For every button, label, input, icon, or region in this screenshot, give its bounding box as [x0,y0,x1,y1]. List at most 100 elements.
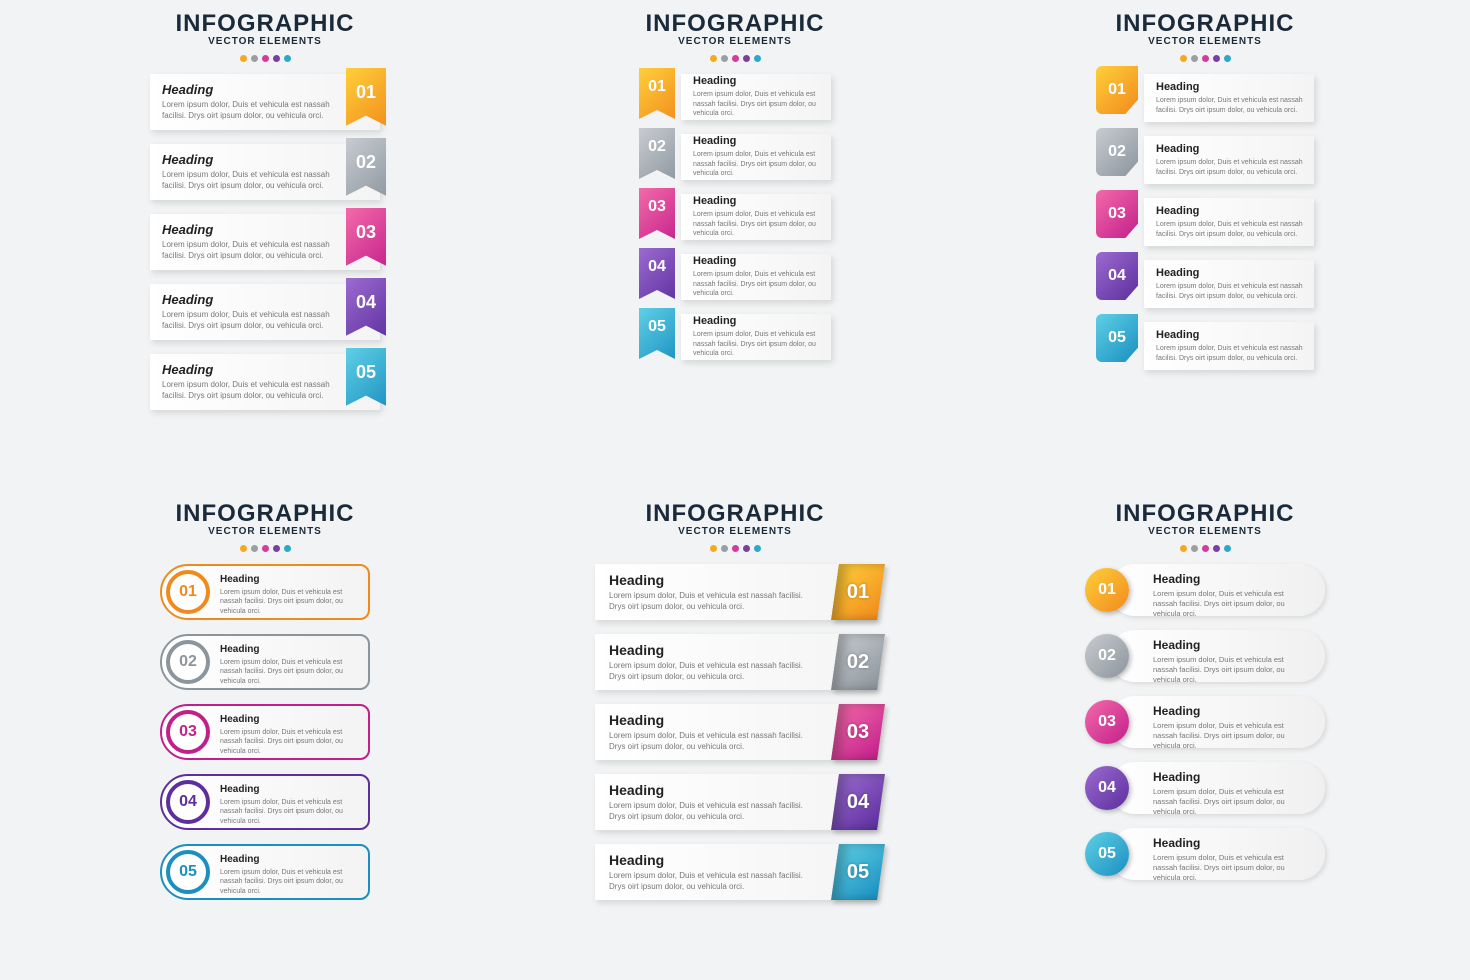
panel-header: INFOGRAPHICVECTOR ELEMENTS [646,500,825,537]
list-item: HeadingLorem ipsum dolor, Duis et vehicu… [160,704,370,760]
accent-dot [754,545,761,552]
item-heading: Heading [609,642,815,658]
accent-dot [284,55,291,62]
item-body: Lorem ipsum dolor, Duis et vehicula est … [693,270,821,298]
item-number: 03 [648,198,666,216]
list-item: HeadingLorem ipsum dolor, Duis et vehicu… [1085,828,1325,880]
number-circle: 03 [166,710,210,754]
item-body: Lorem ipsum dolor, Duis et vehicula est … [693,330,821,358]
item-heading: Heading [1156,205,1304,217]
number-circle: 04 [166,780,210,824]
item-body: Lorem ipsum dolor, Duis et vehicula est … [162,240,332,262]
list-item: HeadingLorem ipsum dolor, Duis et vehicu… [160,844,370,900]
item-number: 04 [179,793,197,811]
number-tab: 05 [1096,314,1138,362]
item-pill: HeadingLorem ipsum dolor, Duis et vehicu… [1109,630,1325,682]
item-number: 02 [648,138,666,156]
number-cube: 02 [831,634,885,690]
accent-dot [1191,545,1198,552]
list-item: HeadingLorem ipsum dolor, Duis et vehicu… [150,214,380,270]
item-body: Lorem ipsum dolor, Duis et vehicula est … [693,210,821,238]
item-number: 01 [179,583,197,601]
accent-dot [1202,55,1209,62]
list-item: HeadingLorem ipsum dolor, Duis et vehicu… [150,354,380,410]
item-heading: Heading [1156,267,1304,279]
item-pill: HeadingLorem ipsum dolor, Duis et vehicu… [1109,696,1325,748]
accent-dot [262,55,269,62]
item-heading: Heading [693,315,821,327]
panel-header: INFOGRAPHICVECTOR ELEMENTS [176,10,355,47]
item-number: 03 [1108,205,1126,223]
item-stack: Heading Lorem ipsum dolor, Duis et vehicu… [60,74,470,410]
item-heading: Heading [1156,81,1304,93]
number-circle: 02 [166,640,210,684]
panel-title: INFOGRAPHIC [646,10,825,38]
accent-dot [743,545,750,552]
item-number: 03 [1098,713,1116,731]
item-stack: 01HeadingLorem ipsum dolor, Duis et vehi… [1000,74,1410,370]
infographic-panel-4: INFOGRAPHICVECTOR ELEMENTSHeadingLorem i… [60,500,470,970]
item-body: Lorem ipsum dolor, Duis et vehicula est … [1156,96,1304,115]
accent-dots [240,545,291,552]
item-body: Lorem ipsum dolor, Duis et vehicula est … [1156,158,1304,177]
accent-dots [240,55,291,62]
item-number: 04 [1098,779,1116,797]
accent-dot [251,545,258,552]
accent-dots [710,55,761,62]
item-number: 04 [847,791,869,814]
list-item: HeadingLorem ipsum dolor, Duis et vehicu… [595,844,875,900]
item-pill: HeadingLorem ipsum dolor, Duis et vehicu… [1109,564,1325,616]
list-item: HeadingLorem ipsum dolor, Duis et vehicu… [160,564,370,620]
number-cube: 04 [831,774,885,830]
item-stack: HeadingLorem ipsum dolor, Duis et vehicu… [1000,564,1410,880]
item-number: 01 [356,82,376,103]
accent-dot [721,545,728,552]
item-body: Lorem ipsum dolor, Duis et vehicula est … [220,658,356,686]
item-heading: Heading [693,75,821,87]
item-body: Lorem ipsum dolor, Duis et vehicula est … [1156,220,1304,239]
accent-dot [1224,55,1231,62]
accent-dot [1213,545,1220,552]
item-number: 05 [179,863,197,881]
item-heading: Heading [1153,836,1309,850]
item-heading: Heading [220,644,356,655]
item-number: 03 [356,222,376,243]
infographic-panel-3: INFOGRAPHICVECTOR ELEMENTS01HeadingLorem… [1000,10,1410,480]
item-heading: Heading [693,195,821,207]
item-number: 04 [356,292,376,313]
list-item: 05HeadingLorem ipsum dolor, Duis et vehi… [1144,322,1314,370]
number-circle: 02 [1085,634,1129,678]
list-item: 03HeadingLorem ipsum dolor, Duis et vehi… [1144,198,1314,246]
accent-dot [240,545,247,552]
item-stack: Heading Lorem ipsum dolor, Duis et vehicu… [60,564,470,900]
accent-dot [1191,55,1198,62]
accent-dot [1202,545,1209,552]
number-tab: 01 [1096,66,1138,114]
item-body: Lorem ipsum dolor, Duis et vehicula est … [609,661,815,683]
number-ribbon: 05 [639,308,675,368]
number-tab: 04 [1096,252,1138,300]
item-body: Lorem ipsum dolor, Duis et vehicula est … [162,170,332,192]
infographic-panel-1: INFOGRAPHICVECTOR ELEMENTS Heading Lorem i… [60,10,470,480]
list-item: 04HeadingLorem ipsum dolor, Duis et vehi… [1144,260,1314,308]
accent-dot [732,545,739,552]
number-ribbon: 01 [346,68,386,136]
list-item: HeadingLorem ipsum dolor, Duis et vehicu… [595,564,875,620]
accent-dot [743,55,750,62]
item-body: Lorem ipsum dolor, Duis et vehicula est … [220,728,356,756]
accent-dot [721,55,728,62]
item-heading: Heading [220,574,356,585]
number-cube: 03 [831,704,885,760]
accent-dot [1180,55,1187,62]
item-body: Lorem ipsum dolor, Duis et vehicula est … [1156,344,1304,363]
item-heading: Heading [609,572,815,588]
item-body: Lorem ipsum dolor, Duis et vehicula est … [162,310,332,332]
number-ribbon: 04 [346,278,386,346]
item-heading: Heading [162,292,332,307]
number-ribbon: 05 [346,348,386,416]
accent-dot [273,55,280,62]
item-heading: Heading [1153,770,1309,784]
list-item: Heading Lorem ipsum dolor, Duis et vehicu… [595,634,875,690]
accent-dot [710,545,717,552]
number-ribbon: 02 [639,128,675,188]
